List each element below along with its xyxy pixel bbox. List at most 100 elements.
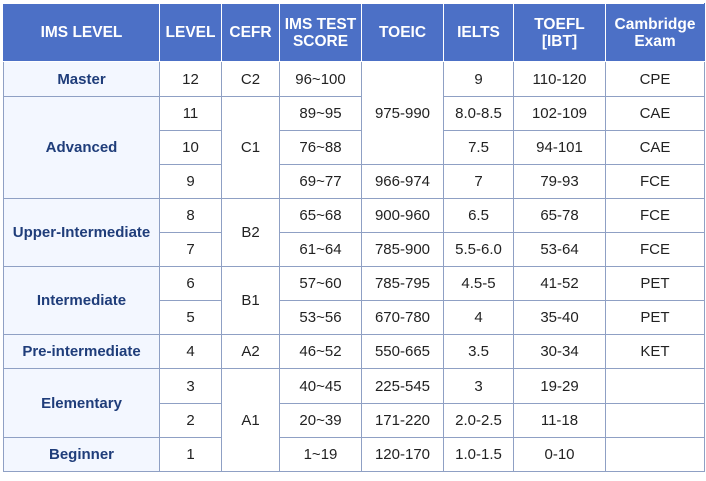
ims-level-intermediate: Intermediate xyxy=(3,266,160,335)
ielts-cell: 4.5-5 xyxy=(443,266,514,301)
level-cell: 7 xyxy=(159,232,222,267)
toefl-cell: 65-78 xyxy=(513,198,606,233)
header-cefr-label: CEFR xyxy=(229,24,272,41)
cefr-a1: A1 xyxy=(221,368,280,472)
header-toefl: TOEFL [IBT] xyxy=(513,3,606,62)
ims-level-advanced: Advanced xyxy=(3,96,160,199)
level-cell: 10 xyxy=(159,130,222,165)
score-cell: 65~68 xyxy=(279,198,362,233)
cambridge-cell: CAE xyxy=(605,130,705,165)
toeic-cell: 900-960 xyxy=(361,198,444,233)
level-cell: 5 xyxy=(159,300,222,335)
header-level: LEVEL xyxy=(159,3,222,62)
toefl-cell: 35-40 xyxy=(513,300,606,335)
level-cell: 1 xyxy=(159,437,222,472)
header-toeic: TOEIC xyxy=(361,3,444,62)
ielts-cell: 4 xyxy=(443,300,514,335)
ielts-cell: 6.5 xyxy=(443,198,514,233)
ielts-cell: 1.0-1.5 xyxy=(443,437,514,472)
table-row: 9 69~77 966-974 7 79-93 FCE xyxy=(4,164,705,199)
toefl-cell: 110-120 xyxy=(513,61,606,97)
table-row: 7 61~64 785-900 5.5-6.0 53-64 FCE xyxy=(4,232,705,267)
ielts-cell: 3 xyxy=(443,368,514,404)
table-row: Elementary 3 A1 40~45 225-545 3 19-29 xyxy=(3,368,705,472)
table-row: Beginner 1 1~19 120-170 1.0-1.5 0-10 xyxy=(3,437,705,472)
ielts-cell: 2.0-2.5 xyxy=(443,403,514,438)
level-comparison-table-wrapper: IMS LEVEL LEVEL CEFR IMS TEST SCORE TOEIC… xyxy=(3,3,705,472)
ims-level-pre-intermediate: Pre-intermediate xyxy=(3,334,160,369)
cefr-b1: B1 xyxy=(221,266,280,335)
header-ims-test-score-line2: SCORE xyxy=(292,32,349,50)
ims-level-upper-intermediate: Upper-Intermediate xyxy=(3,198,160,267)
level-comparison-table: IMS LEVEL LEVEL CEFR IMS TEST SCORE TOEIC… xyxy=(3,3,705,472)
toeic-cell: 966-974 xyxy=(361,164,444,199)
header-ims-test-score-line1: IMS TEST xyxy=(284,15,357,33)
header-toefl-line2: [IBT] xyxy=(541,32,578,50)
table-row: Pre-intermediate 4 A2 46~52 550-665 3.5 … xyxy=(3,334,705,369)
toefl-cell: 0-10 xyxy=(513,437,606,472)
header-toeic-label: TOEIC xyxy=(378,24,427,41)
toefl-cell: 30-34 xyxy=(513,334,606,369)
cambridge-cell xyxy=(605,368,705,404)
cefr-c2: C2 xyxy=(221,61,280,97)
table-row: Advanced 11 C1 89~95 8.0-8.5 102-109 CAE xyxy=(3,96,705,199)
cambridge-cell: CPE xyxy=(605,61,705,97)
toefl-cell: 41-52 xyxy=(513,266,606,301)
header-cefr: CEFR xyxy=(221,3,280,62)
level-cell: 11 xyxy=(159,96,222,131)
level-cell: 12 xyxy=(159,61,222,97)
level-cell: 2 xyxy=(159,403,222,438)
header-ims-level-label: IMS LEVEL xyxy=(40,24,123,41)
ielts-cell: 5.5-6.0 xyxy=(443,232,514,267)
cambridge-cell: FCE xyxy=(605,198,705,233)
table-row: Upper-Intermediate 8 B2 65~68 900-960 6.… xyxy=(3,198,705,267)
toeic-cell: 670-780 xyxy=(361,300,444,335)
ielts-cell: 8.0-8.5 xyxy=(443,96,514,131)
header-ielts-label: IELTS xyxy=(457,24,500,41)
toeic-cell: 785-795 xyxy=(361,266,444,301)
cambridge-cell xyxy=(605,403,705,438)
header-ims-test-score: IMS TEST SCORE xyxy=(279,3,362,62)
cambridge-cell: PET xyxy=(605,266,705,301)
score-cell: 46~52 xyxy=(279,334,362,369)
header-toefl-line1: TOEFL xyxy=(534,15,585,33)
table-row: 10 76~88 7.5 94-101 CAE xyxy=(4,130,705,165)
score-cell: 76~88 xyxy=(279,130,362,165)
ielts-cell: 7.5 xyxy=(443,130,514,165)
table-row: Master 12 C2 96~100 975-990 9 110-120 CP… xyxy=(3,61,705,165)
cambridge-cell xyxy=(605,437,705,472)
score-cell: 69~77 xyxy=(279,164,362,199)
toeic-cell: 171-220 xyxy=(361,403,444,438)
score-cell: 57~60 xyxy=(279,266,362,301)
level-cell: 9 xyxy=(159,164,222,199)
toeic-cell: 225-545 xyxy=(361,368,444,404)
cambridge-cell: KET xyxy=(605,334,705,369)
toeic-cell: 120-170 xyxy=(361,437,444,472)
level-cell: 4 xyxy=(159,334,222,369)
toefl-cell: 79-93 xyxy=(513,164,606,199)
cefr-a2: A2 xyxy=(221,334,280,369)
ims-level-beginner: Beginner xyxy=(3,437,160,472)
cambridge-cell: PET xyxy=(605,300,705,335)
cambridge-cell: FCE xyxy=(605,164,705,199)
toefl-cell: 53-64 xyxy=(513,232,606,267)
toefl-cell: 102-109 xyxy=(513,96,606,131)
score-cell: 53~56 xyxy=(279,300,362,335)
level-cell: 6 xyxy=(159,266,222,301)
toefl-cell: 19-29 xyxy=(513,368,606,404)
ielts-cell: 3.5 xyxy=(443,334,514,369)
header-cambridge-line1: Cambridge xyxy=(614,15,696,33)
header-row: IMS LEVEL LEVEL CEFR IMS TEST SCORE TOEIC… xyxy=(3,3,705,62)
score-cell: 96~100 xyxy=(279,61,362,97)
ims-level-master: Master xyxy=(3,61,160,97)
cefr-b2: B2 xyxy=(221,198,280,267)
header-ielts: IELTS xyxy=(443,3,514,62)
toefl-cell: 94-101 xyxy=(513,130,606,165)
table-row: 5 53~56 670-780 4 35-40 PET xyxy=(4,300,705,335)
toeic-cell: 975-990 xyxy=(361,61,444,165)
header-level-label: LEVEL xyxy=(165,24,216,41)
ielts-cell: 9 xyxy=(443,61,514,97)
cefr-c1: C1 xyxy=(221,96,280,199)
cambridge-cell: FCE xyxy=(605,232,705,267)
score-cell: 61~64 xyxy=(279,232,362,267)
